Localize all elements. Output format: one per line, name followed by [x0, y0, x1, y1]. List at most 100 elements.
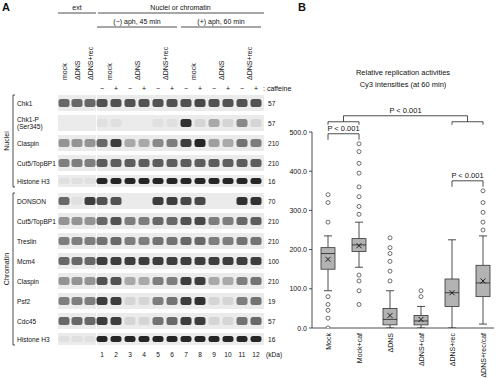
- kda-marker: 57: [268, 120, 276, 127]
- outlier: [357, 142, 361, 146]
- bracket: [467, 116, 468, 122]
- x-tick-label: ΔDNS+rec: [449, 333, 456, 367]
- x-tick-label: ΔDNS+caf: [418, 333, 425, 366]
- band: [72, 277, 83, 285]
- panel-label: B: [298, 1, 306, 13]
- bracket: [452, 181, 453, 187]
- band: [153, 159, 164, 167]
- band: [153, 178, 164, 184]
- band: [125, 119, 136, 127]
- band: [237, 217, 248, 225]
- lane-number: 11: [239, 351, 246, 358]
- lane-number: 4: [142, 351, 146, 358]
- x-tick-label: ΔDNS: [387, 333, 394, 353]
- lane-number: 1: [100, 351, 104, 358]
- blot-background: [97, 273, 264, 289]
- panel-b: BRelative replication activitiesCy3 inte…: [289, 1, 494, 378]
- kda-marker: 70: [268, 198, 276, 205]
- band: [209, 139, 220, 147]
- blot: Psf219: [17, 293, 276, 309]
- band: [237, 317, 248, 325]
- y-tick: [309, 210, 312, 211]
- band: [139, 217, 150, 225]
- blot-background: [58, 115, 96, 131]
- blot: Cdc4557: [17, 313, 276, 329]
- blot-background: [58, 313, 96, 329]
- kda-marker: 210: [268, 160, 279, 167]
- band: [223, 317, 234, 325]
- band: [85, 119, 96, 127]
- caffeine-sign: +: [142, 85, 146, 92]
- blot-background: [58, 293, 96, 309]
- caffeine-sign: −: [240, 85, 244, 92]
- bracket: [328, 134, 329, 140]
- band: [125, 317, 136, 325]
- band: [153, 257, 164, 265]
- band: [153, 336, 164, 342]
- band: [139, 178, 150, 184]
- p-value: P < 0.001: [451, 171, 483, 180]
- bracket: [344, 115, 468, 116]
- y-tick-label: 300.0: [289, 207, 307, 214]
- y-tick: [309, 288, 312, 289]
- whisker: [328, 236, 329, 248]
- band: [195, 257, 206, 265]
- outlier: [481, 189, 485, 193]
- band: [195, 336, 206, 342]
- band: [181, 237, 192, 245]
- y-tick: [309, 328, 312, 329]
- outlier: [357, 185, 361, 189]
- caffeine-sign: −: [156, 85, 160, 92]
- band: [251, 217, 262, 225]
- group-bracket: [13, 345, 15, 346]
- x-tick-label: ΔDNS+rec/caf: [480, 333, 487, 378]
- lane-number: 12: [252, 351, 260, 358]
- band: [153, 317, 164, 325]
- band: [125, 297, 136, 305]
- caffeine-sign: +: [226, 85, 230, 92]
- band: [97, 336, 108, 342]
- row-label: Psf2: [17, 298, 31, 305]
- row-label: Treslin: [17, 238, 37, 245]
- band: [251, 237, 262, 245]
- p-value: P < 0.001: [327, 124, 359, 133]
- row-label: DONSON: [17, 198, 46, 205]
- band: [97, 257, 108, 265]
- band: [153, 99, 164, 107]
- kda-marker: 210: [268, 278, 279, 285]
- band: [85, 257, 96, 265]
- band: [59, 99, 70, 107]
- band: [223, 237, 234, 245]
- group-label: Chromatin: [3, 253, 10, 285]
- band: [237, 119, 248, 127]
- kda-unit: (kDa): [266, 351, 282, 359]
- condition-rule: [97, 27, 177, 28]
- outlier: [481, 228, 485, 232]
- row-label: Chk1-P(Ser345): [17, 116, 43, 131]
- band: [209, 277, 220, 285]
- group-bracket: [13, 193, 14, 345]
- band: [139, 119, 150, 127]
- sample-label: ΔDNS: [74, 60, 81, 80]
- group-bracket: [13, 187, 15, 188]
- lane-number: 9: [212, 351, 216, 358]
- outlier: [357, 150, 361, 154]
- outlier: [357, 279, 361, 283]
- band: [59, 237, 70, 245]
- y-axis: [312, 132, 313, 328]
- p-value: P < 0.001: [389, 106, 421, 115]
- band: [209, 119, 220, 127]
- band: [59, 336, 70, 342]
- outlier: [357, 195, 361, 199]
- outlier: [326, 302, 330, 306]
- box-group: [445, 240, 459, 328]
- median: [321, 253, 335, 254]
- band: [72, 139, 83, 147]
- outlier: [481, 201, 485, 205]
- blot: Treslin210: [17, 233, 279, 249]
- condition-label: (−) aph, 45 min: [113, 18, 160, 26]
- x-tick-label: Mock: [325, 333, 332, 350]
- band: [251, 277, 262, 285]
- band: [59, 297, 70, 305]
- outlier: [326, 193, 330, 197]
